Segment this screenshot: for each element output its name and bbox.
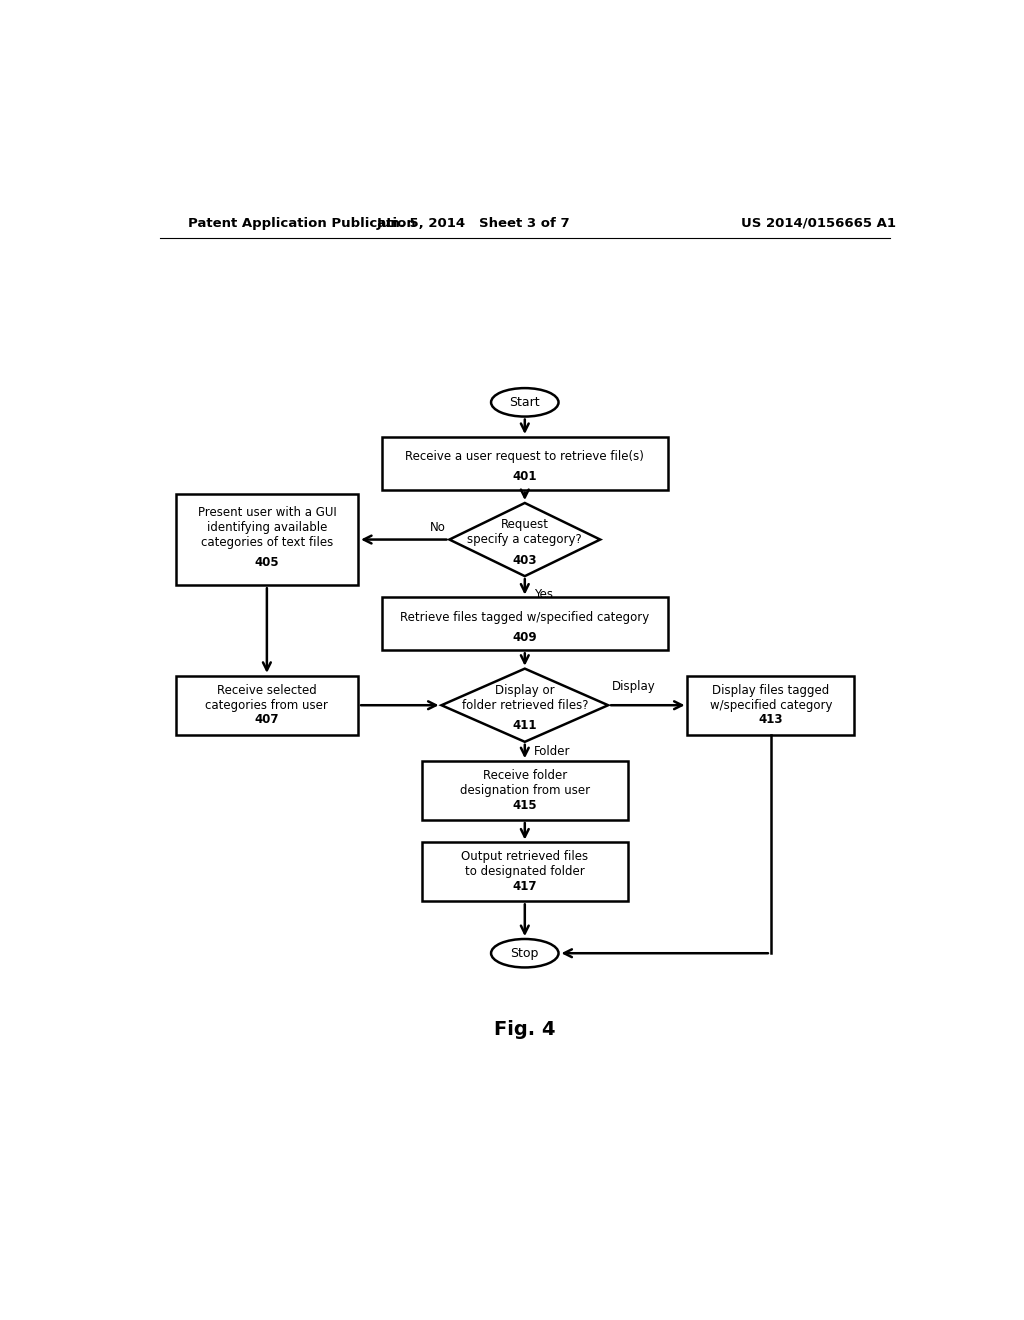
Polygon shape bbox=[441, 669, 608, 742]
Text: Stop: Stop bbox=[511, 946, 539, 960]
Text: Jun. 5, 2014   Sheet 3 of 7: Jun. 5, 2014 Sheet 3 of 7 bbox=[377, 216, 570, 230]
Text: 407: 407 bbox=[255, 714, 280, 726]
FancyBboxPatch shape bbox=[176, 494, 358, 585]
FancyBboxPatch shape bbox=[382, 437, 668, 490]
Text: Yes: Yes bbox=[535, 587, 553, 601]
Text: 415: 415 bbox=[512, 799, 538, 812]
Text: 417: 417 bbox=[513, 880, 537, 894]
Text: Request
specify a category?: Request specify a category? bbox=[467, 519, 583, 546]
Text: 411: 411 bbox=[513, 719, 537, 733]
Text: 405: 405 bbox=[255, 556, 280, 569]
Text: Folder: Folder bbox=[535, 744, 570, 758]
FancyBboxPatch shape bbox=[687, 676, 854, 735]
Text: Retrieve files tagged w/specified category: Retrieve files tagged w/specified catego… bbox=[400, 611, 649, 623]
Text: Receive selected
categories from user: Receive selected categories from user bbox=[206, 684, 329, 711]
Text: Start: Start bbox=[510, 396, 540, 409]
Text: No: No bbox=[429, 521, 445, 533]
Text: Display files tagged
w/specified category: Display files tagged w/specified categor… bbox=[710, 684, 833, 711]
FancyBboxPatch shape bbox=[176, 676, 358, 735]
Text: Fig. 4: Fig. 4 bbox=[494, 1020, 556, 1039]
Text: 409: 409 bbox=[512, 631, 538, 644]
Polygon shape bbox=[450, 503, 600, 576]
Text: US 2014/0156665 A1: US 2014/0156665 A1 bbox=[741, 216, 896, 230]
FancyBboxPatch shape bbox=[382, 598, 668, 651]
Text: Receive folder
designation from user: Receive folder designation from user bbox=[460, 770, 590, 797]
Ellipse shape bbox=[492, 388, 558, 417]
Text: 401: 401 bbox=[513, 470, 537, 483]
Ellipse shape bbox=[492, 939, 558, 968]
Text: Present user with a GUI
identifying available
categories of text files: Present user with a GUI identifying avai… bbox=[198, 506, 336, 549]
Text: Display or
folder retrieved files?: Display or folder retrieved files? bbox=[462, 684, 588, 711]
Text: Patent Application Publication: Patent Application Publication bbox=[187, 216, 416, 230]
Text: Output retrieved files
to designated folder: Output retrieved files to designated fol… bbox=[461, 850, 589, 878]
FancyBboxPatch shape bbox=[422, 762, 628, 820]
Text: 403: 403 bbox=[513, 553, 537, 566]
FancyBboxPatch shape bbox=[422, 842, 628, 902]
Text: Display: Display bbox=[612, 680, 655, 693]
Text: Receive a user request to retrieve file(s): Receive a user request to retrieve file(… bbox=[406, 450, 644, 463]
Text: 413: 413 bbox=[759, 714, 783, 726]
